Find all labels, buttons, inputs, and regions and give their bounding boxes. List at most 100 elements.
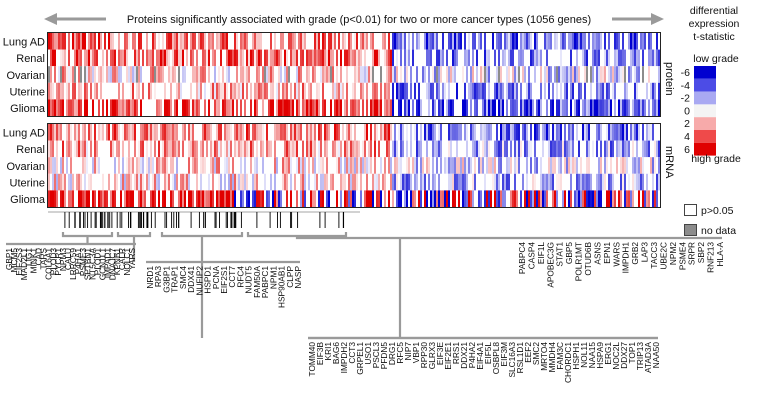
heatmap-cell [304, 49, 307, 67]
heatmap-cell [600, 190, 603, 207]
heatmap-cell [484, 49, 487, 67]
heatmap-cell [590, 173, 593, 191]
heatmap-cell [582, 124, 585, 141]
heatmap-cell [322, 49, 325, 67]
heatmap-cell [246, 190, 249, 207]
heatmap-cell [98, 82, 101, 100]
heatmap-cell [372, 157, 375, 174]
heatmap-cell [230, 33, 233, 50]
heatmap-cell [622, 82, 625, 100]
heatmap-cell [338, 124, 341, 141]
heatmap-cell [302, 124, 305, 141]
heatmap-cell [532, 124, 535, 141]
heatmap-cell [502, 173, 505, 191]
heatmap-cell [364, 190, 367, 207]
heatmap-cell [562, 99, 565, 116]
heatmap-cell [154, 49, 157, 67]
heatmap-cell [562, 124, 565, 141]
heatmap-cell [252, 140, 255, 158]
heatmap-cell [464, 66, 467, 83]
heatmap-cell [48, 157, 51, 174]
gene-label: PSCL3 [371, 342, 381, 369]
heatmap-cell [606, 140, 609, 158]
heatmap-cell [598, 82, 601, 100]
heatmap-cell [382, 173, 385, 191]
heatmap-cell [634, 49, 637, 67]
heatmap-cell [506, 190, 509, 207]
heatmap-cell [334, 157, 337, 174]
heatmap-cell [468, 157, 471, 174]
heatmap-cell [158, 140, 161, 158]
heatmap-cell [552, 190, 555, 207]
heatmap-cell [282, 33, 285, 50]
heatmap-cell [474, 173, 477, 191]
heatmap-cell [346, 49, 349, 67]
heatmap-cell [248, 173, 251, 191]
heatmap-cell [88, 99, 91, 116]
heatmap-cell [122, 82, 125, 100]
heatmap-cell [154, 190, 157, 207]
heatmap-cell [358, 173, 361, 191]
heatmap-cell [656, 82, 659, 100]
heatmap-cell [48, 140, 51, 158]
heatmap-cell [556, 140, 559, 158]
heatmap-cell [498, 173, 501, 191]
heatmap-cell [644, 190, 647, 207]
gene-label: NT5C3A [88, 248, 98, 280]
heatmap-cell [90, 49, 93, 67]
heatmap-cell [276, 82, 279, 100]
heatmap-cell [306, 173, 309, 191]
heatmap-cell [388, 157, 391, 174]
heatmap-cell [576, 66, 579, 83]
heatmap-cell [372, 66, 375, 83]
heatmap-cell [610, 190, 613, 207]
heatmap-cell [438, 140, 441, 158]
heatmap-cell [428, 157, 431, 174]
heatmap-cell [202, 190, 205, 207]
heatmap-cell [590, 99, 593, 116]
heatmap-cell [262, 49, 265, 67]
heatmap-cell [378, 82, 381, 100]
heatmap-cell [376, 140, 379, 158]
heatmap-cell [326, 66, 329, 83]
heatmap-cell [592, 33, 595, 50]
heatmap-cell [104, 157, 107, 174]
heatmap-cell [400, 173, 403, 191]
heatmap-cell [342, 124, 345, 141]
heatmap-cell [262, 173, 265, 191]
heatmap-cell [534, 66, 537, 83]
heatmap-cell [312, 124, 315, 141]
gene-label: FAM3C [555, 342, 565, 370]
heatmap-cell [210, 157, 213, 174]
heatmap-cell [436, 33, 439, 50]
heatmap-cell [110, 99, 113, 116]
heatmap-cell [470, 190, 473, 207]
heatmap-cell [126, 173, 129, 191]
heatmap-cell [158, 33, 161, 50]
heatmap-cell [168, 124, 171, 141]
heatmap-cell [240, 140, 243, 158]
heatmap-cell [96, 49, 99, 67]
heatmap-cell [526, 99, 529, 116]
chart-title: Proteins significantly associated with g… [127, 14, 591, 26]
heatmap-cell [230, 173, 233, 191]
heatmap-cell [640, 124, 643, 141]
heatmap-cell [432, 190, 435, 207]
heatmap-cell [412, 66, 415, 83]
heatmap-cell [138, 190, 141, 207]
heatmap-cell [430, 140, 433, 158]
heatmap-cell [78, 173, 81, 191]
heatmap-cell [216, 124, 219, 141]
heatmap-cell [404, 173, 407, 191]
heatmap-cell [452, 82, 455, 100]
heatmap-cell [192, 99, 195, 116]
heatmap-cell [128, 173, 131, 191]
heatmap-cell [494, 173, 497, 191]
heatmap-cell [84, 49, 87, 67]
heatmap-cell [342, 140, 345, 158]
heatmap-cell [238, 124, 241, 141]
heatmap-cell [404, 33, 407, 50]
heatmap-cell [442, 33, 445, 50]
heatmap-cell [354, 66, 357, 83]
heatmap-cell [384, 124, 387, 141]
